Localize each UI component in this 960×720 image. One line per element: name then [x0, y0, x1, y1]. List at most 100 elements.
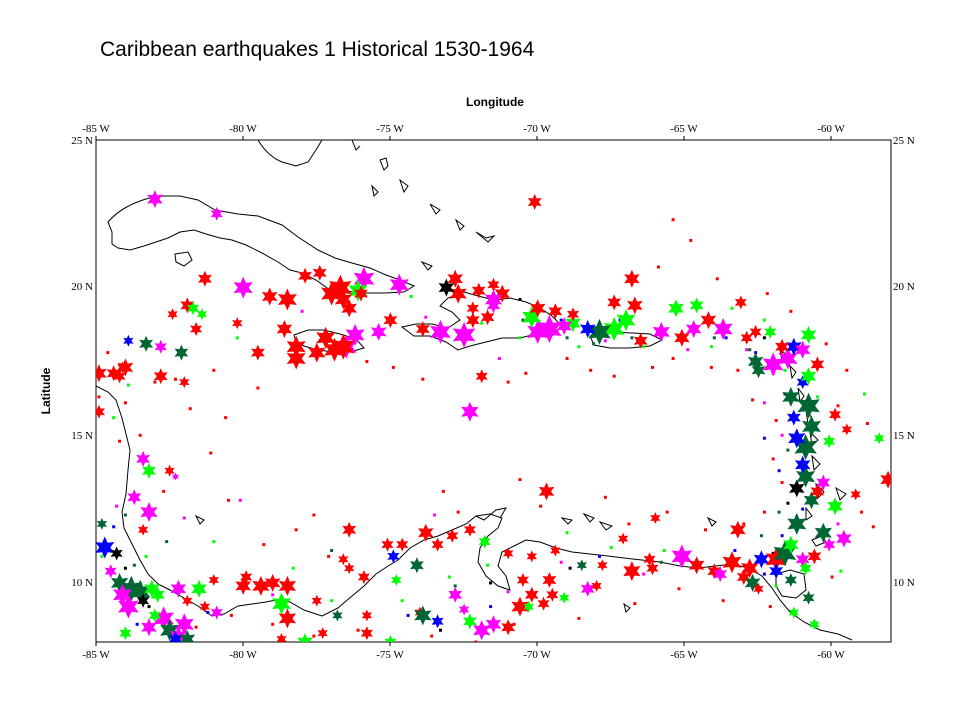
quake-star-red: [117, 358, 134, 377]
quake-star-red: [463, 522, 476, 537]
quake-star-dark_green: [773, 540, 797, 567]
quake-dot-green: [518, 336, 522, 340]
quake-star-red: [526, 550, 537, 563]
coast-isla-juventud: [174, 251, 193, 267]
lon-tick-bottom: -70 W: [523, 649, 551, 661]
quake-star-red: [338, 553, 349, 566]
quake-star-magenta: [836, 529, 852, 548]
quake-star-red: [810, 483, 825, 500]
quake-dot-black: [786, 501, 790, 505]
coast-bahamas-7: [475, 231, 496, 243]
quake-star-red: [538, 482, 555, 501]
quake-dot-dark_green: [777, 510, 781, 514]
quake-star-dark_green: [139, 335, 153, 352]
quake-star-magenta: [210, 605, 223, 620]
quake-star-red: [276, 633, 287, 642]
quake-dot-green: [486, 563, 490, 567]
quake-star-magenta: [685, 320, 702, 338]
quake-dot-red: [365, 360, 369, 363]
quake-dot-green: [577, 345, 581, 349]
quake-star-red: [311, 594, 322, 607]
quake-dot-green: [112, 416, 116, 420]
quake-star-green: [783, 535, 799, 554]
lon-tick-top: -70 W: [523, 123, 551, 135]
quake-dot-green: [730, 306, 734, 310]
quake-dot-black: [771, 551, 775, 555]
quake-dot-dark_green: [786, 448, 790, 452]
quake-star-green: [823, 434, 836, 449]
quake-dot-dark_green: [453, 584, 457, 588]
quake-dot-blue: [777, 469, 781, 473]
quake-star-dark_green: [802, 590, 815, 605]
quake-dot-blue: [406, 613, 410, 617]
quake-dot-red: [212, 368, 216, 372]
quake-star-red: [251, 344, 265, 361]
quake-dot-red: [651, 365, 654, 369]
quake-star-dark_green: [110, 572, 129, 593]
lon-tick-top: -80 W: [229, 123, 257, 135]
quake-dot-black: [762, 336, 766, 340]
quake-star-magenta: [147, 190, 163, 209]
lat-tick-right: 15 N: [893, 430, 915, 442]
quake-star-red: [487, 277, 500, 292]
quake-dot-red: [671, 218, 675, 222]
quake-dot-red: [633, 602, 637, 606]
quake-star-red: [316, 326, 336, 349]
coast-bahamas-3: [399, 178, 409, 194]
quake-star-magenta: [113, 583, 132, 606]
quake-star-dark_green: [744, 573, 761, 592]
quake-star-magenta: [430, 319, 451, 344]
quake-star-red: [650, 512, 661, 524]
quake-dot-green: [815, 395, 819, 399]
quake-star-magenta: [473, 620, 491, 641]
quake-star-red: [137, 523, 149, 536]
quake-star-red: [317, 627, 328, 640]
quake-star-magenta: [762, 352, 784, 377]
quake-star-green: [764, 324, 777, 339]
quake-star-dark_green: [784, 573, 797, 587]
quake-star-magenta: [713, 318, 733, 340]
quake-star-dark_green: [802, 415, 821, 438]
quake-star-blue: [788, 428, 806, 449]
quake-star-blue: [387, 549, 400, 564]
quake-dot-red: [174, 377, 177, 381]
quake-star-black: [438, 278, 455, 297]
quake-dot-magenta: [271, 593, 275, 597]
quake-star-red: [466, 301, 479, 316]
quake-star-green: [788, 606, 799, 619]
quake-star-magenta: [537, 315, 562, 343]
quake-star-red: [198, 270, 212, 287]
quake-star-red: [617, 532, 629, 545]
quake-star-black: [110, 546, 123, 561]
quake-star-green: [616, 309, 636, 332]
quake-star-red: [688, 556, 705, 575]
quake-star-dark_green: [787, 512, 807, 535]
quake-dot-dark_green: [132, 563, 136, 567]
quake-dot-magenta: [115, 504, 119, 508]
quake-dot-green: [565, 531, 569, 535]
quake-star-red: [807, 548, 822, 565]
quake-star-red: [674, 328, 690, 347]
quake-dot-red: [97, 395, 101, 399]
quake-dot-red: [153, 380, 157, 384]
quake-star-magenta: [816, 474, 831, 491]
quake-star-blue: [96, 536, 115, 559]
quake-star-red: [153, 368, 168, 385]
quake-star-red: [277, 288, 297, 311]
quake-star-magenta: [580, 580, 595, 597]
quake-star-red: [278, 608, 296, 629]
quake-star-red: [431, 537, 444, 552]
quake-star-red: [329, 274, 352, 301]
quake-star-green: [196, 308, 208, 321]
quake-star-dark_green: [414, 605, 432, 626]
quake-dot-black: [518, 298, 522, 301]
quake-star-red: [475, 369, 488, 384]
quake-dot-red: [656, 265, 660, 269]
quake-dot-red: [762, 510, 766, 514]
quake-star-red: [446, 528, 459, 543]
quake-dot-green: [709, 345, 713, 349]
quake-star-red: [332, 333, 355, 360]
quake-star-green: [668, 299, 684, 318]
quake-dot-red: [123, 401, 127, 405]
quake-star-red: [357, 570, 370, 584]
